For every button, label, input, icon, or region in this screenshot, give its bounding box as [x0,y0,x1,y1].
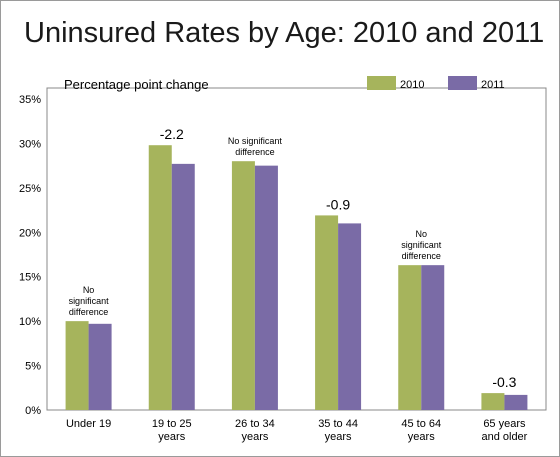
bar-2011-1 [171,163,195,410]
annotation-label: significant [401,240,442,250]
category-label: 45 to 64 [401,418,441,430]
bar-2011-5 [504,394,528,410]
bar-2011-0 [88,323,112,410]
legend-swatch-2010 [367,76,396,90]
y-tick-label: 0% [25,405,41,417]
annotation-label: -2.2 [160,126,184,142]
annotation-label: difference [402,251,441,261]
annotation-label: No [415,229,427,239]
bar-2010-0 [65,321,89,410]
y-tick-label: 10% [19,316,41,328]
category-label: years [158,431,185,443]
bar-2011-4 [421,265,445,410]
y-tick-label: 20% [19,227,41,239]
annotation-label: difference [235,147,274,157]
y-tick-label: 5% [25,361,41,373]
bar-2010-4 [398,265,422,410]
category-label: years [408,431,435,443]
y-tick-label: 25% [19,183,41,195]
bar-2011-2 [254,165,278,410]
bar-2010-5 [481,393,505,410]
legend: 2010 2011 [367,76,505,91]
category-label: 65 years [483,418,526,430]
category-label: 26 to 34 [235,418,275,430]
category-label: 35 to 44 [318,418,358,430]
chart-title: Uninsured Rates by Age: 2010 and 2011 [24,17,544,49]
y-axis: 0% 5% 10% 15% 20% 25% 30% 35% [19,94,41,417]
bar-2011-3 [338,223,362,410]
annotation-label: -0.3 [492,374,516,390]
category-label: 19 to 25 [152,418,192,430]
annotation-label: No [83,285,95,295]
bar-2010-3 [315,215,339,410]
legend-label-2010: 2010 [400,79,424,91]
y-tick-label: 30% [19,138,41,150]
annotation-label: -0.9 [326,196,350,212]
bars [65,145,528,410]
category-label: years [325,431,352,443]
legend-label-2011: 2011 [481,79,505,91]
legend-swatch-2011 [448,76,477,90]
chart-subtitle: Percentage point change [64,77,209,92]
category-label: Under 19 [66,418,111,430]
bar-2010-2 [231,161,255,410]
annotation-label: difference [69,307,108,317]
plot-area-border [46,87,547,411]
category-label: and older [481,431,527,443]
y-tick-label: 15% [19,272,41,284]
annotation-label: No significant [228,136,283,146]
category-label: years [241,431,268,443]
annotation-label: significant [69,296,110,306]
bar-2010-1 [148,145,172,410]
y-tick-label: 35% [19,94,41,106]
